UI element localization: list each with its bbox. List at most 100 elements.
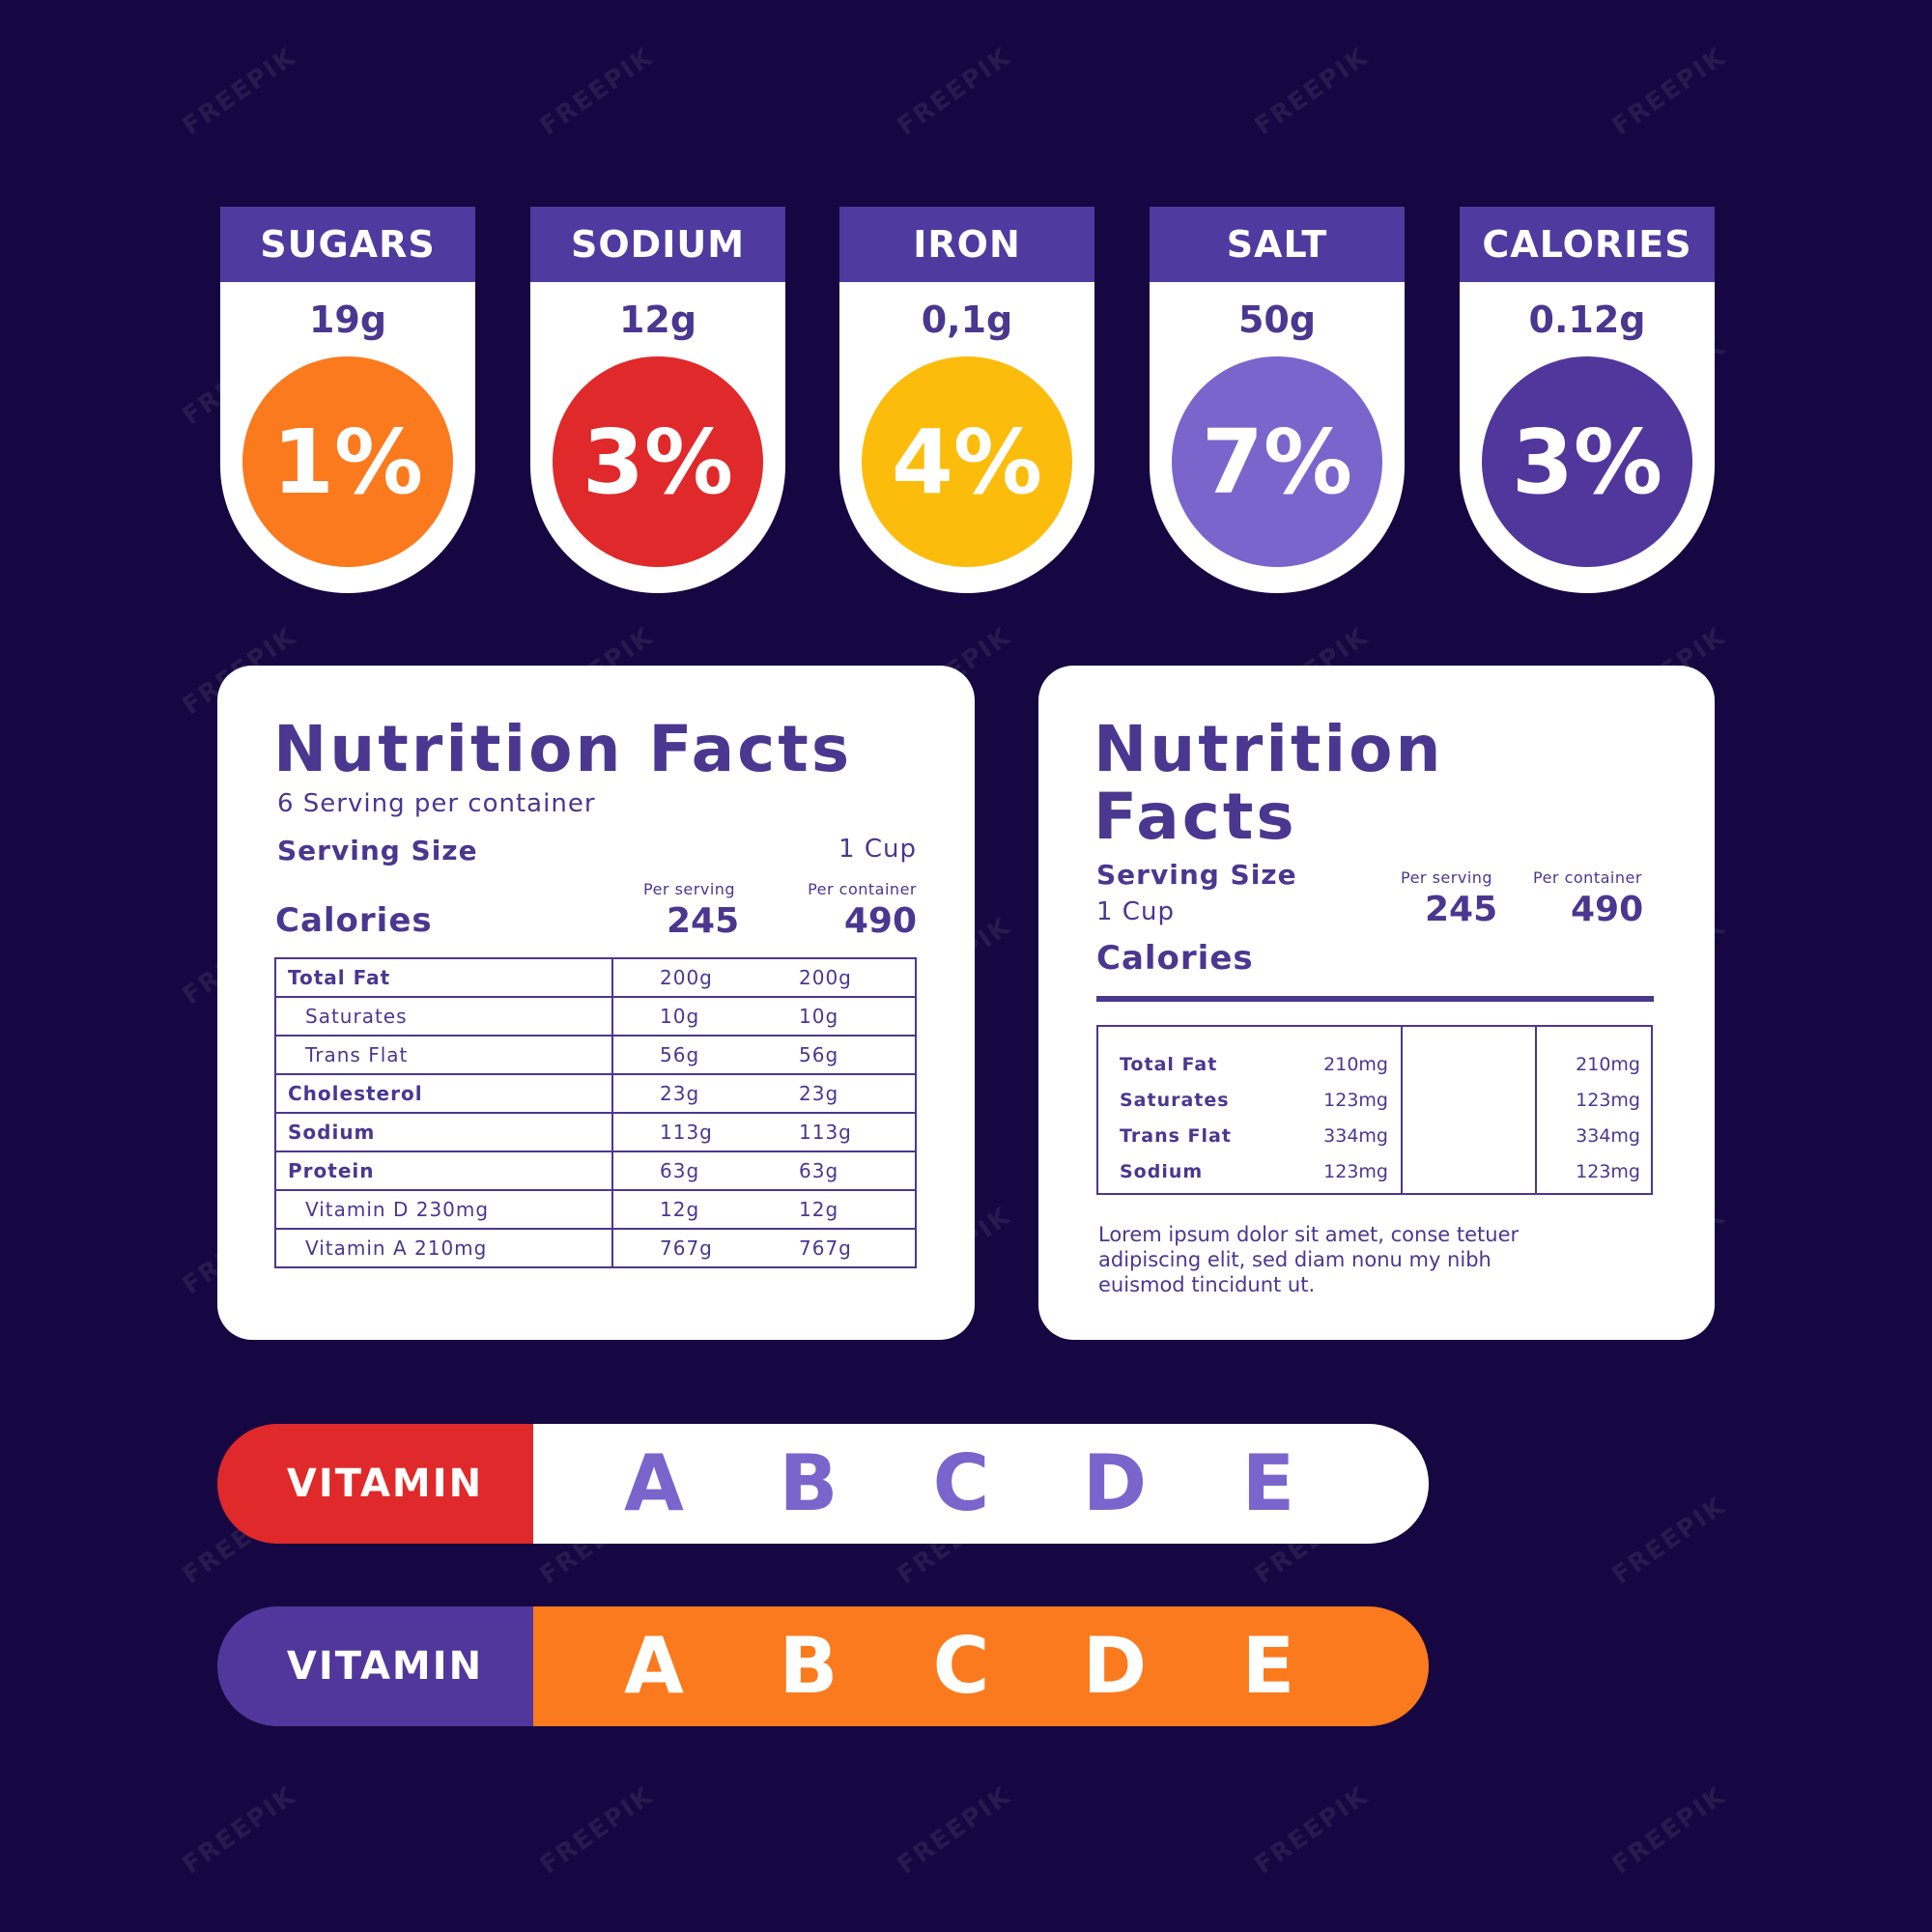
nutrient-name: Saturates [274, 996, 613, 1037]
per-container-value: 56g [787, 1035, 917, 1075]
column-divider [1401, 1027, 1403, 1193]
card-title: Nutrition Facts [273, 712, 853, 786]
vitamin-bar-red: VITAMIN A B C D E [217, 1424, 1429, 1544]
watermark-text: FREEPIK [1249, 1780, 1375, 1881]
badge-sodium: SODIUM 12g 3% [530, 207, 785, 593]
per-serving-value: 123mg [1323, 1090, 1388, 1111]
watermark-text: FREEPIK [1606, 1780, 1732, 1881]
watermark-text: FREEPIK [177, 42, 302, 142]
table-row: Trans Flat 56g 56g [274, 1035, 917, 1075]
table-row: Sodium 113g 113g [274, 1112, 917, 1152]
table-row: Total Fat 210mg 210mg [1098, 1046, 1651, 1082]
badge-label: SODIUM [530, 207, 785, 282]
description-line: euismod tincidunt ut. [1098, 1273, 1316, 1296]
badge-percent-circle: 3% [553, 356, 763, 567]
per-serving-value: 63g [611, 1151, 787, 1191]
nutrient-name: Protein [274, 1151, 613, 1191]
per-serving-label: Per serving [1401, 868, 1493, 887]
calories-per-container: 490 [843, 901, 917, 941]
nutrient-table: Total Fat 200g 200g Saturates 10g 10g Trans Fl… [274, 957, 917, 1268]
per-serving-value: 767g [611, 1228, 787, 1268]
watermark-text: FREEPIK [892, 1780, 1017, 1881]
vitamin-letter: A [624, 1438, 684, 1528]
watermark-text: FREEPIK [892, 42, 1017, 142]
vitamin-letter: B [779, 1621, 838, 1711]
vitamin-letter: E [1241, 1438, 1295, 1528]
nutrient-name: Trans Flat [1120, 1125, 1232, 1147]
serving-size-value: 1 Cup [1096, 897, 1175, 926]
description-line: Lorem ipsum dolor sit amet, conse tetuer [1098, 1223, 1520, 1246]
table-row: Vitamin D 230mg 12g 12g [274, 1189, 917, 1230]
description-line: adipiscing elit, sed diam nonu my nibh [1098, 1248, 1492, 1271]
badge-salt: SALT 50g 7% [1150, 207, 1405, 593]
per-container-value: 210mg [1576, 1054, 1640, 1075]
per-container-value: 63g [787, 1151, 917, 1191]
badge-label: CALORIES [1460, 207, 1715, 282]
badge-percent-circle: 4% [862, 356, 1072, 567]
table-row: Vitamin A 210mg 767g 767g [274, 1228, 917, 1268]
servings-per-container: 6 Serving per container [277, 789, 596, 818]
watermark-text: FREEPIK [1606, 42, 1732, 142]
vitamin-bar-label: VITAMIN [217, 1606, 533, 1726]
watermark-text: FREEPIK [1249, 42, 1375, 142]
nutrition-facts-card-wide: Nutrition Facts 6 Serving per container … [217, 666, 975, 1340]
badge-percent-circle: 1% [242, 356, 453, 567]
table-row: Protein 63g 63g [274, 1151, 917, 1191]
nutrition-facts-card-compact: Nutrition Facts Serving Size 1 Cup Calor… [1038, 666, 1715, 1340]
per-container-label: Per container [808, 880, 917, 898]
calories-per-serving: 245 [1425, 890, 1498, 929]
badge-label: IRON [839, 207, 1094, 282]
vitamin-bar-label: VITAMIN [217, 1424, 533, 1544]
badge-sugars: SUGARS 19g 1% [220, 207, 475, 593]
per-serving-label: Per serving [643, 880, 736, 898]
badge-percent-circle: 3% [1482, 356, 1692, 567]
table-row: Cholesterol 23g 23g [274, 1073, 917, 1114]
per-serving-value: 10g [611, 996, 787, 1037]
serving-size-value: 1 Cup [838, 835, 917, 864]
nutrient-table: Total Fat 210mg 210mg Saturates 123mg 123mg Tr… [1096, 1025, 1653, 1195]
per-container-value: 123mg [1576, 1090, 1640, 1111]
table-row: Saturates 10g 10g [274, 996, 917, 1037]
divider-bar [1096, 996, 1654, 1002]
badge-amount: 19g [308, 298, 387, 341]
nutrient-name: Total Fat [1120, 1054, 1218, 1075]
vitamin-letters: A B C D E [533, 1606, 1429, 1726]
column-divider [1535, 1027, 1537, 1193]
per-container-value: 767g [787, 1228, 917, 1268]
per-serving-value: 113g [611, 1112, 787, 1152]
vitamin-letter: D [1082, 1621, 1148, 1711]
description-text: Lorem ipsum dolor sit amet, conse tetuer… [1098, 1222, 1519, 1297]
serving-size-label: Serving Size [1096, 859, 1297, 891]
calories-per-serving: 245 [667, 901, 740, 941]
per-container-value: 12g [787, 1189, 917, 1230]
per-serving-value: 200g [611, 957, 787, 998]
table-row: Total Fat 200g 200g [274, 957, 917, 998]
per-container-value: 200g [787, 957, 917, 998]
table-row: Trans Flat 334mg 334mg [1098, 1118, 1651, 1153]
badge-amount: 0,1g [921, 298, 1013, 341]
nutrient-name: Sodium [274, 1112, 613, 1152]
table-row: Saturates 123mg 123mg [1098, 1082, 1651, 1118]
vitamin-letters: A B C D E [533, 1424, 1429, 1544]
per-serving-value: 12g [611, 1189, 787, 1230]
watermark-text: FREEPIK [177, 1780, 302, 1881]
calories-label: Calories [1096, 939, 1254, 978]
per-serving-value: 123mg [1323, 1161, 1388, 1182]
per-serving-value: 210mg [1323, 1054, 1388, 1075]
vitamin-letter: C [932, 1438, 990, 1528]
per-container-value: 334mg [1576, 1125, 1640, 1147]
nutrient-name: Saturates [1120, 1090, 1230, 1111]
per-container-label: Per container [1533, 868, 1642, 887]
vitamin-letter: C [932, 1621, 990, 1711]
badge-percent-circle: 7% [1172, 356, 1382, 567]
per-serving-value: 334mg [1323, 1125, 1388, 1147]
watermark-text: FREEPIK [534, 1780, 660, 1881]
nutrient-name: Sodium [1120, 1161, 1204, 1182]
vitamin-bar-orange: VITAMIN A B C D E [217, 1606, 1429, 1726]
card-title-line2: Facts [1094, 780, 1297, 854]
vitamin-letter: B [779, 1438, 838, 1528]
badge-amount: 50g [1237, 298, 1317, 341]
nutrient-name: Total Fat [274, 957, 613, 998]
badge-amount: 12g [618, 298, 697, 341]
watermark-text: FREEPIK [534, 42, 660, 142]
